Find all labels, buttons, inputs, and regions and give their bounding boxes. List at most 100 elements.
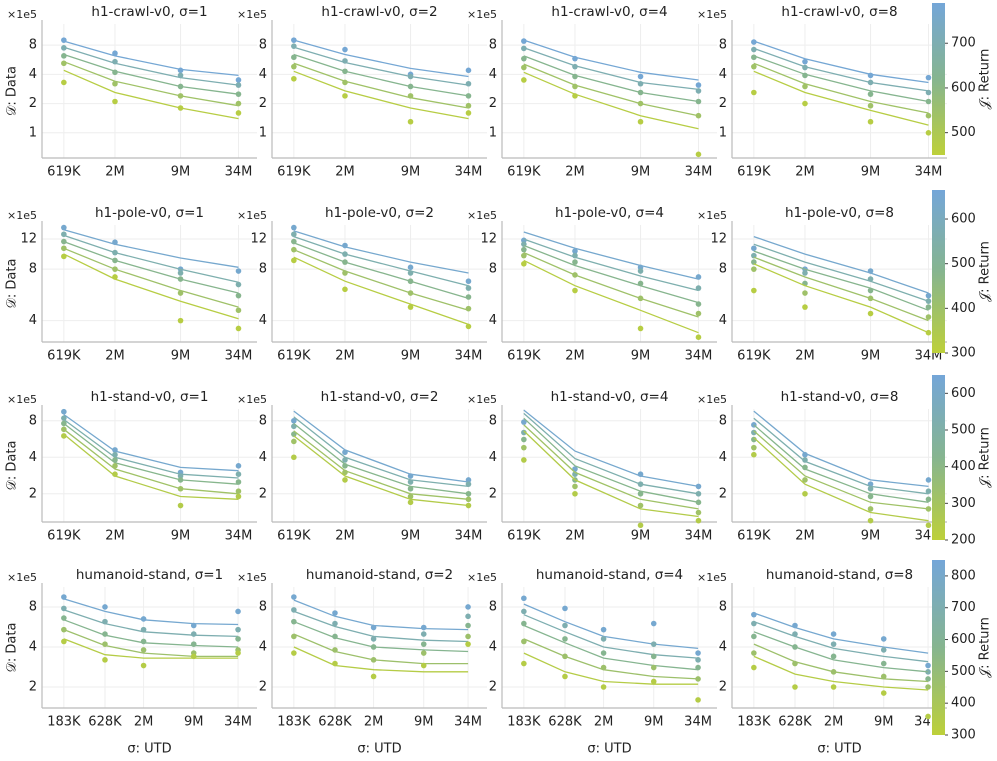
y-tick-label: 4: [29, 639, 37, 654]
y-multiplier: ×1e5: [467, 8, 497, 21]
x-tick-label: 34M: [455, 165, 483, 180]
data-point: [61, 253, 67, 260]
x-tick-label: 628K: [318, 715, 352, 730]
data-point: [650, 653, 657, 660]
data-point: [291, 54, 297, 61]
y-tick-label: 2: [719, 96, 727, 111]
y-multiplier: ×1e5: [467, 209, 497, 222]
data-point: [925, 488, 932, 494]
data-point: [572, 272, 578, 278]
data-point: [291, 246, 297, 253]
data-point: [802, 304, 808, 310]
data-point: [695, 274, 702, 280]
data-point: [925, 477, 932, 483]
data-point: [637, 268, 644, 274]
fit-curve: [753, 417, 929, 495]
data-point: [61, 60, 67, 67]
data-point: [465, 285, 472, 291]
data-point: [342, 469, 348, 476]
fit-curve: [753, 437, 929, 522]
data-point: [342, 251, 348, 257]
y-multiplier: ×1e5: [467, 393, 497, 406]
x-tick-label: 9M: [861, 349, 881, 364]
data-point: [112, 50, 118, 57]
fit-curve: [753, 256, 929, 322]
data-point: [562, 673, 568, 680]
y-tick-label: 4: [29, 313, 37, 328]
fit-curve: [523, 244, 699, 304]
data-point: [521, 595, 527, 602]
data-point: [235, 77, 242, 83]
colorbar-tick-label: 600: [951, 80, 976, 95]
data-point: [695, 517, 702, 524]
data-point: [830, 684, 837, 690]
x-tick-label: 9M: [861, 165, 881, 180]
x-tick-label: 2M: [105, 349, 125, 364]
data-point: [61, 605, 67, 612]
y-tick-label: 8: [259, 413, 267, 428]
data-point: [465, 110, 472, 116]
fit-curve: [63, 69, 239, 120]
data-point: [572, 259, 578, 265]
data-point: [342, 58, 348, 64]
fit-curve: [293, 435, 469, 507]
fit-curve: [753, 55, 929, 103]
x-tick-label: 183K: [507, 715, 541, 730]
data-point: [465, 323, 472, 330]
fit-curve: [523, 614, 699, 659]
data-point: [291, 594, 297, 600]
data-point: [61, 224, 67, 231]
data-point: [695, 664, 701, 671]
data-point: [521, 55, 527, 62]
data-point: [235, 463, 242, 469]
fit-curve: [293, 230, 469, 274]
data-point: [650, 678, 657, 685]
data-point: [177, 502, 184, 509]
x-tick-label: 619K: [507, 165, 541, 180]
data-point: [637, 80, 644, 87]
fit-curve: [63, 628, 239, 658]
data-point: [600, 684, 607, 690]
x-tick-label: 34M: [685, 165, 713, 180]
data-point: [600, 636, 607, 642]
data-point: [177, 473, 184, 479]
data-point: [751, 39, 757, 45]
data-point: [867, 517, 874, 524]
data-point: [925, 292, 932, 299]
data-point: [190, 622, 197, 629]
data-point: [112, 463, 118, 469]
data-point: [102, 618, 108, 625]
data-point: [420, 662, 427, 669]
data-point: [867, 102, 874, 109]
fit-curve: [523, 63, 699, 117]
data-point: [695, 112, 702, 119]
fit-curve: [63, 413, 239, 472]
x-tick-label: 2M: [565, 349, 585, 364]
data-point: [407, 264, 414, 271]
y-tick-label: 12: [250, 232, 267, 247]
data-point: [792, 644, 798, 650]
x-tick-label: 34M: [225, 529, 253, 544]
data-point: [562, 653, 568, 660]
data-point: [637, 325, 644, 332]
fit-curve: [523, 55, 699, 103]
data-point: [521, 38, 527, 44]
data-point: [802, 451, 808, 458]
data-point: [465, 490, 472, 497]
x-tick-label: 2M: [795, 529, 815, 544]
fit-curve: [753, 70, 929, 126]
y-tick-label: 4: [489, 313, 497, 328]
data-point: [802, 58, 808, 65]
data-point: [420, 641, 427, 647]
data-point: [637, 280, 644, 287]
x-tick-label: 9M: [171, 349, 191, 364]
data-point: [342, 463, 348, 469]
fit-curve: [753, 235, 929, 294]
fit-curve: [63, 418, 239, 479]
data-point: [465, 604, 471, 610]
y-tick-label: 4: [489, 67, 497, 82]
y-tick-label: 4: [719, 313, 727, 328]
data-point: [291, 43, 297, 49]
data-point: [637, 490, 644, 497]
